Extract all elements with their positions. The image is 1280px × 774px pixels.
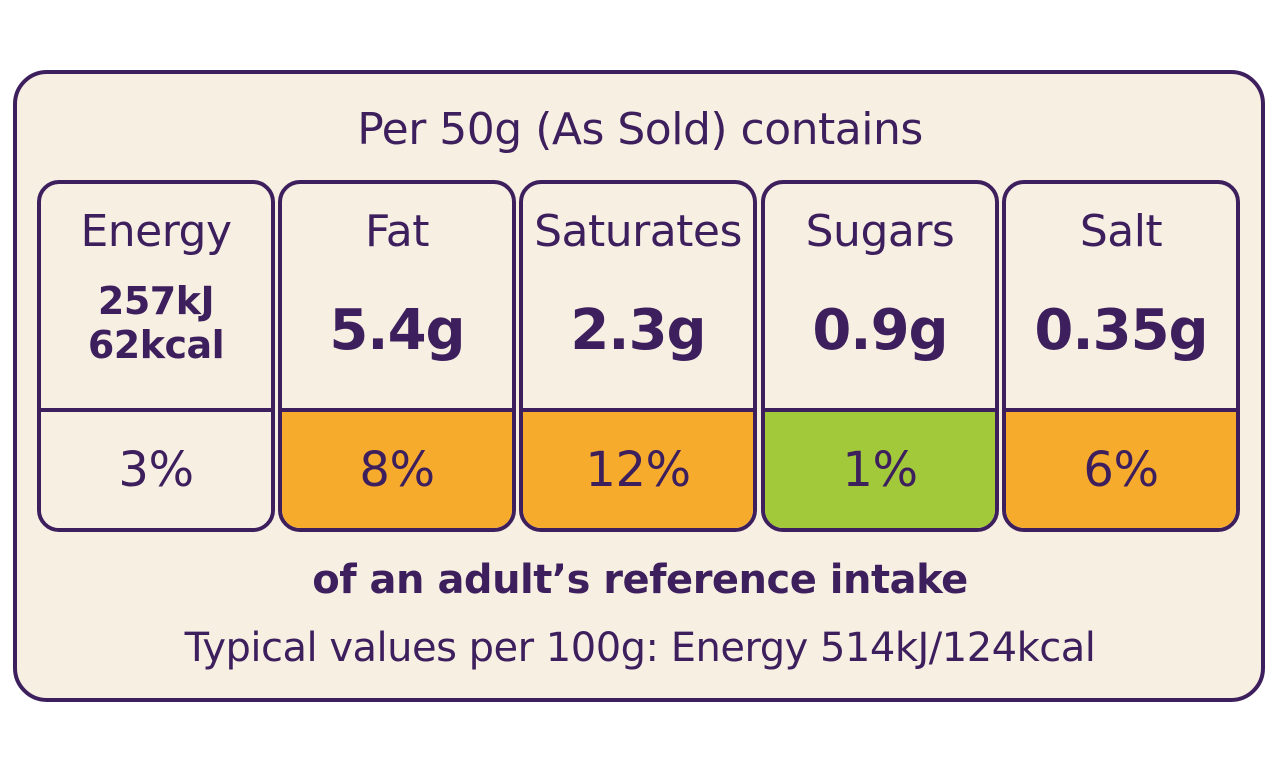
nutrient-cell-energy: Energy 257kJ 62kcal 3% [37,180,275,532]
nutrient-amount-area: Saturates 2.3g [523,184,753,412]
nutrient-cell-fat: Fat 5.4g 8% [278,180,516,532]
nutrient-name: Saturates [534,206,742,257]
typical-values-text: Typical values per 100g: Energy 514kJ/12… [184,625,1096,671]
nutrient-percent: 6% [1006,412,1236,528]
nutrient-percent: 12% [523,412,753,528]
nutrient-amount: 0.9g [812,298,948,363]
nutrient-amount-area: Salt 0.35g [1006,184,1236,412]
nutrient-name: Salt [1079,206,1163,257]
nutrient-percent: 3% [41,412,271,528]
nutrient-cell-salt: Salt 0.35g 6% [1002,180,1240,532]
nutrient-amount: 5.4g [329,298,465,363]
nutrient-amount: 2.3g [570,298,706,363]
nutrient-name: Sugars [805,206,955,257]
nutrient-percent: 1% [765,412,995,528]
nutrient-amount-area: Sugars 0.9g [765,184,995,412]
label-heading: Per 50g (As Sold) contains [357,104,923,155]
nutrient-amount: 0.35g [1034,298,1208,363]
nutrient-name: Fat [365,206,429,257]
reference-intake-text: of an adult’s reference intake [312,557,968,603]
nutrient-percent: 8% [282,412,512,528]
nutrient-amount-kj: 257kJ [97,279,215,323]
nutrient-amount-kcal: 62kcal [87,323,225,367]
nutrient-amount-area: Energy 257kJ 62kcal [41,184,271,412]
nutrient-cell-saturates: Saturates 2.3g 12% [519,180,757,532]
nutrient-name: Energy [80,206,232,257]
nutrient-amount-area: Fat 5.4g [282,184,512,412]
nutrient-cell-sugars: Sugars 0.9g 1% [761,180,999,532]
